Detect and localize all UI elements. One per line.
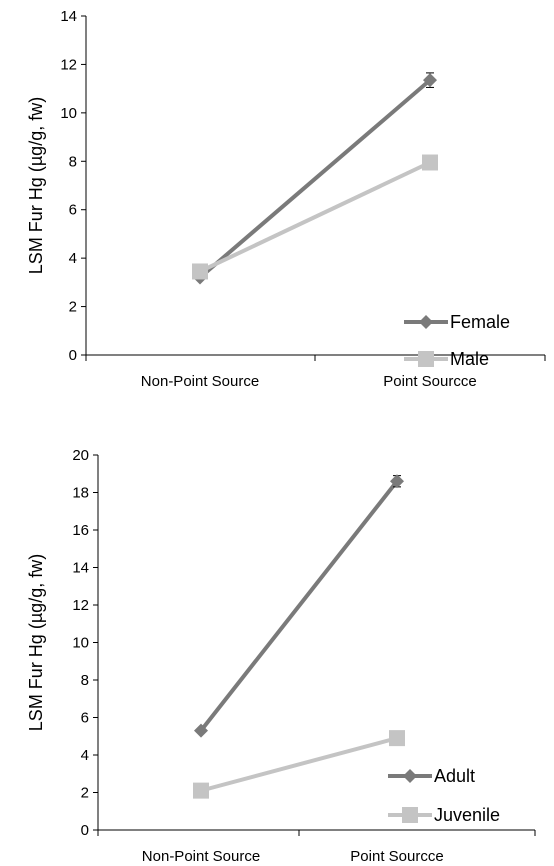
y-tick-label: 14	[72, 560, 89, 577]
chart-age-comparison: 0 2 4 6 8 10 12 14 16 18 20 Non-Point Source Point S…	[26, 447, 536, 865]
y-tick-label: 20	[72, 447, 89, 464]
data-point-juvenile	[193, 782, 209, 799]
series-line-juvenile	[200, 736, 398, 793]
data-point-female	[423, 73, 437, 88]
chart-sex-comparison: 0 2 4 6 8 10 12 14 Non-Point Source Point Sourcce…	[26, 8, 546, 390]
y-tick-label: 8	[69, 153, 77, 170]
legend-marker	[418, 351, 434, 367]
data-point-juvenile	[389, 730, 405, 747]
legend-marker	[402, 807, 418, 823]
data-point-adult	[390, 474, 404, 489]
series-line-male	[199, 160, 431, 274]
x-tick-label: Point Sourcce	[383, 373, 476, 390]
legend-label-adult: Adult	[434, 766, 475, 786]
data-point-adult	[194, 723, 208, 738]
y-tick-label: 18	[72, 485, 89, 502]
legend-label-juvenile: Juvenile	[434, 805, 500, 825]
y-tick-label: 0	[69, 347, 77, 364]
x-tick-label: Point Sourcce	[350, 848, 443, 865]
series-line-adult	[199, 480, 399, 732]
y-tick-label: 8	[81, 672, 89, 689]
y-axis-title: LSM Fur Hg (µg/g, fw)	[26, 97, 46, 274]
y-axis-title: LSM Fur Hg (µg/g, fw)	[26, 554, 46, 731]
legend-label-female: Female	[450, 312, 510, 332]
legend-marker	[403, 769, 417, 783]
y-tick-label: 16	[72, 522, 89, 539]
y-tick-label: 14	[60, 8, 77, 25]
x-tick-label: Non-Point Source	[142, 848, 260, 865]
y-tick-label: 6	[81, 710, 89, 727]
data-point-male	[422, 154, 438, 171]
legend-label-male: Male	[450, 349, 489, 369]
y-tick-label: 4	[69, 250, 77, 267]
y-tick-label: 10	[72, 635, 89, 652]
y-tick-label: 12	[60, 56, 77, 73]
y-tick-label: 0	[81, 822, 89, 839]
y-tick-label: 2	[69, 299, 77, 316]
x-tick-label: Non-Point Source	[141, 373, 259, 390]
series-line-female	[198, 78, 432, 280]
y-tick-label: 4	[81, 747, 89, 764]
legend-marker	[419, 315, 433, 329]
y-tick-label: 6	[69, 202, 77, 219]
data-point-male	[192, 263, 208, 280]
y-tick-label: 10	[60, 105, 77, 122]
y-tick-label: 12	[72, 597, 89, 614]
y-tick-label: 2	[81, 785, 89, 802]
